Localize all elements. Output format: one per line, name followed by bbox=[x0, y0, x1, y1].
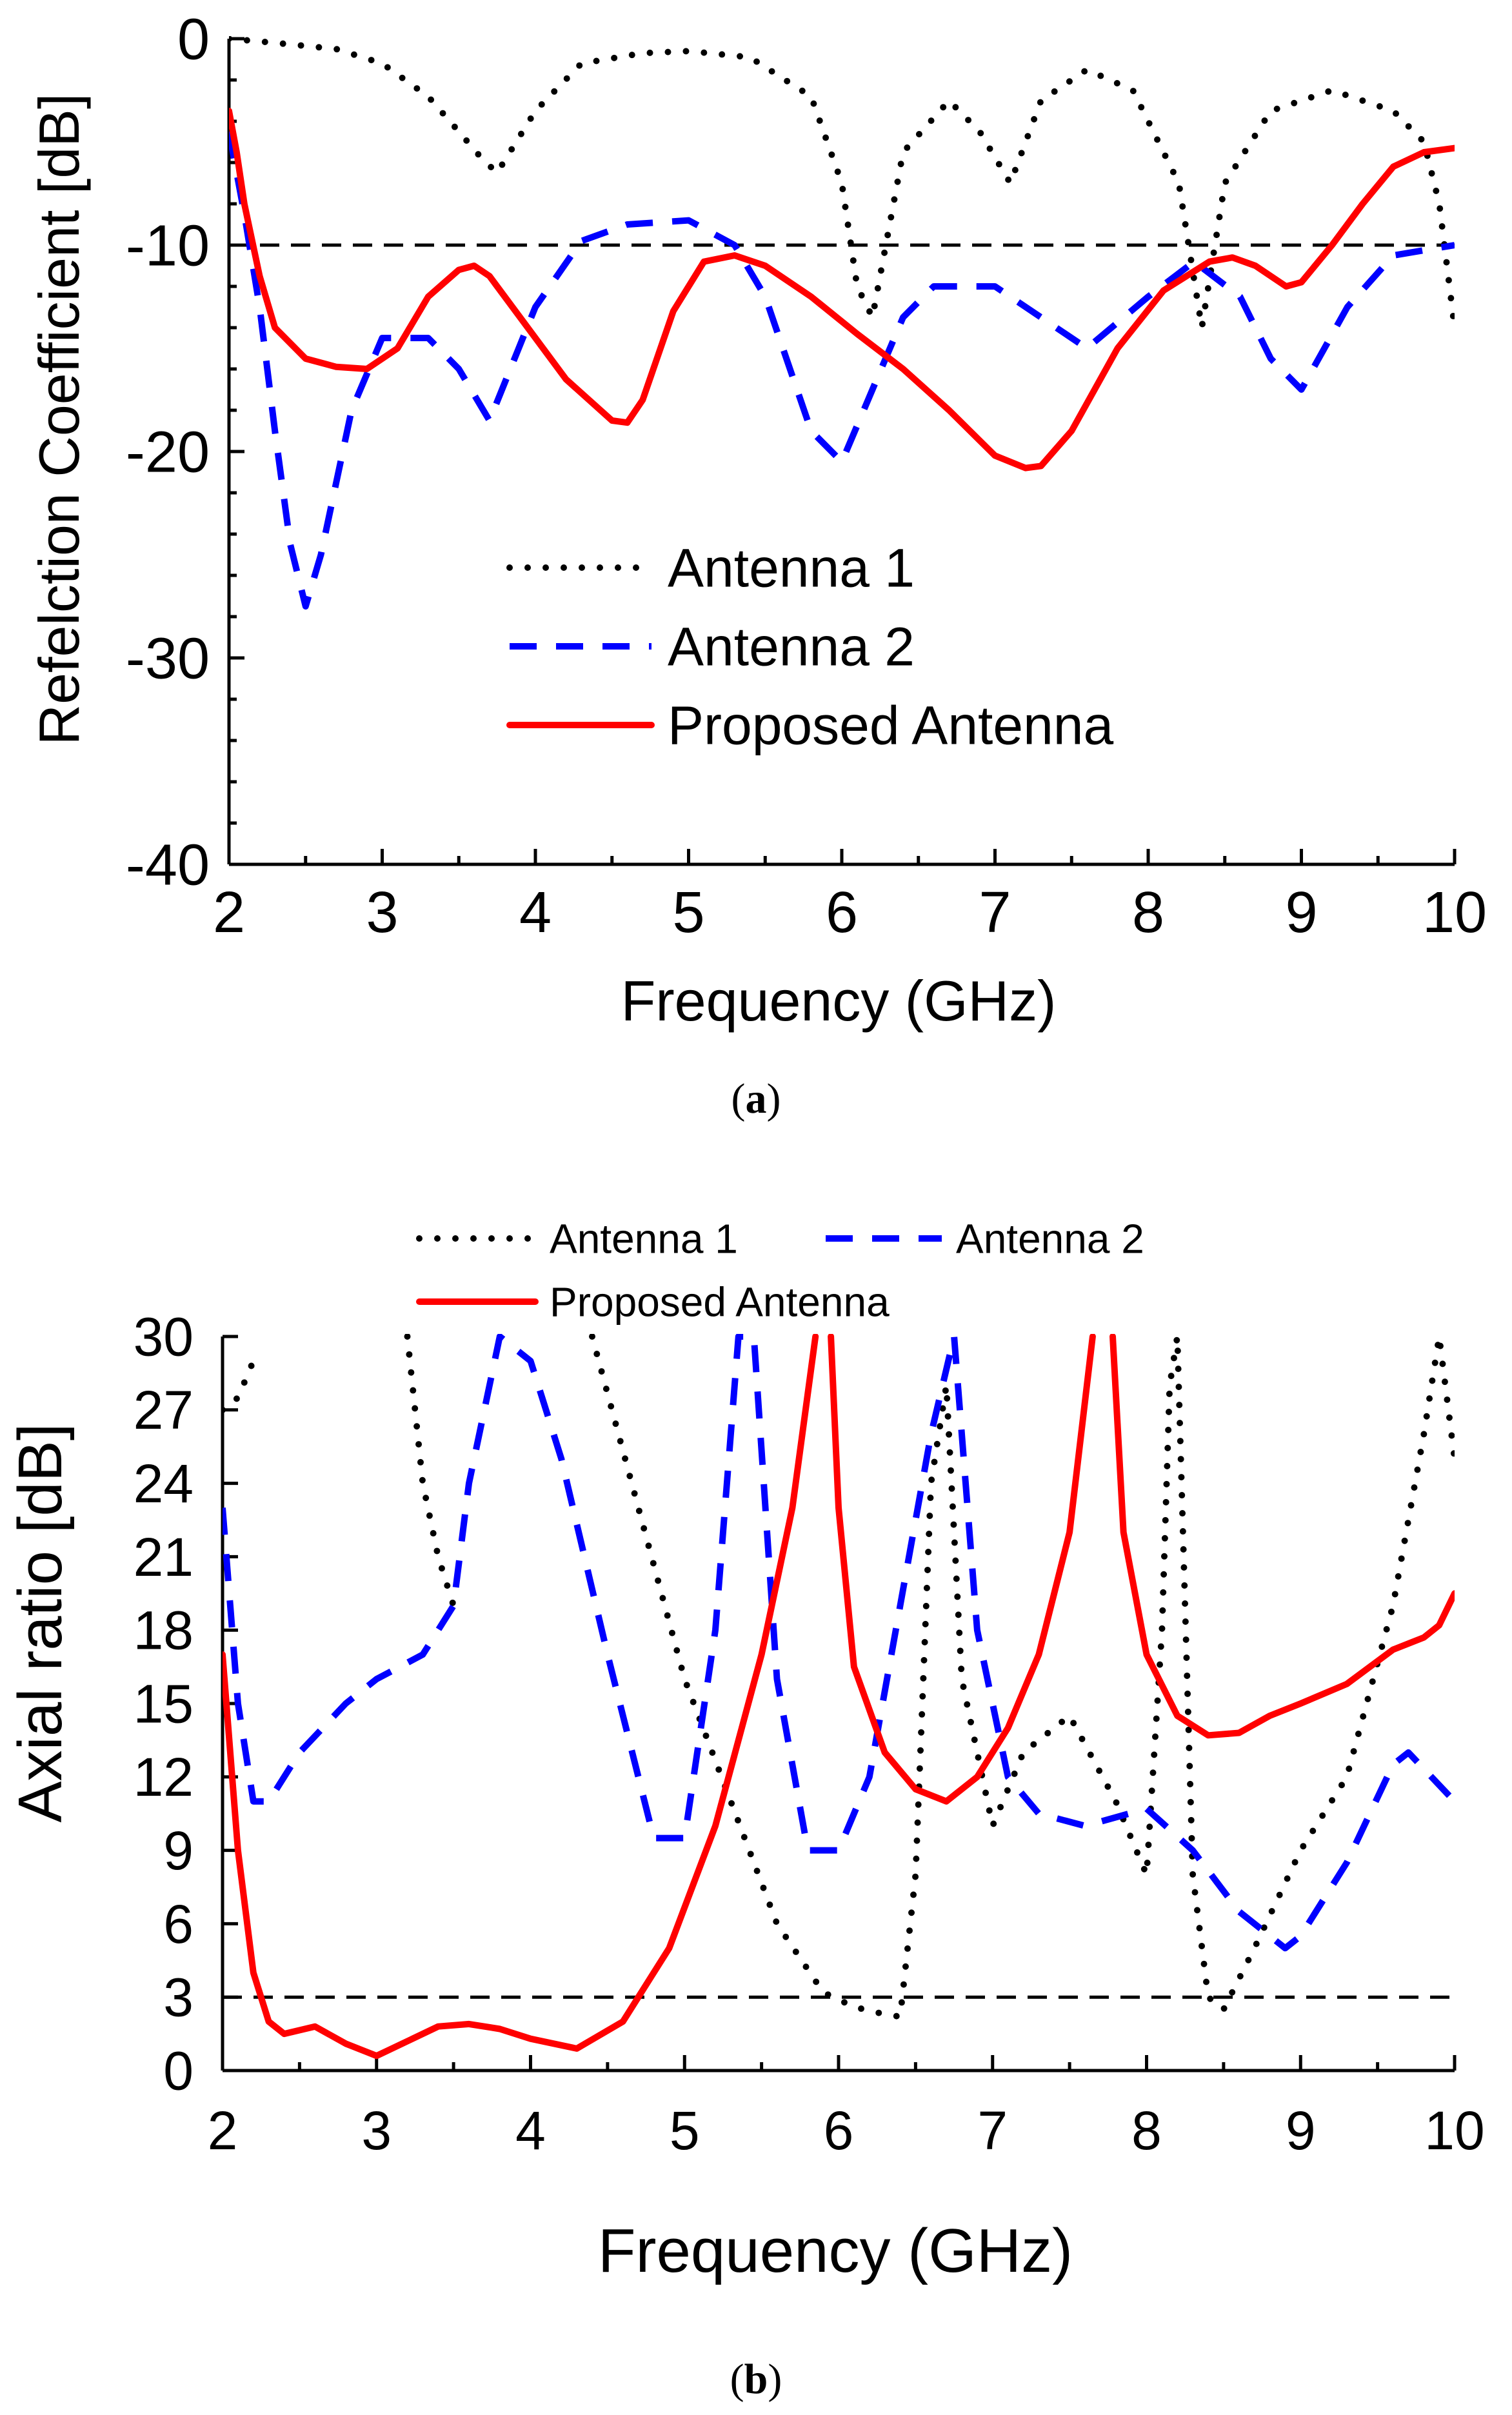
y-tick-label: 18 bbox=[134, 1600, 194, 1661]
x-tick-label: 8 bbox=[1131, 2100, 1162, 2161]
series-line-proposed-antenna bbox=[1109, 1334, 1455, 1739]
y-tick-label: -10 bbox=[126, 214, 210, 279]
legend-label-proposed-antenna: Proposed Antenna bbox=[668, 695, 1114, 755]
panel-a-reflection-chart: 2 3 4 5 6 7 8 9 10-40-30-20-100 Frequency (GHz) … bbox=[27, 8, 1487, 1123]
y-tick-label: 30 bbox=[134, 1306, 194, 1367]
panel-b-axes bbox=[221, 1335, 1457, 2072]
panel-a-caption: (a) bbox=[731, 1075, 781, 1122]
panel-b-y-axis-label: Axial ratio [dB] bbox=[6, 1424, 75, 1823]
x-tick-label: 4 bbox=[515, 2100, 546, 2161]
series-line-antenna-1 bbox=[229, 36, 1455, 331]
panel-b-axial-ratio-chart: Antenna 1 Antenna 2 Proposed Antenna 2 3 4 5 6… bbox=[6, 1215, 1485, 2403]
x-tick-label: 8 bbox=[1132, 880, 1164, 945]
panel-a-legend: Antenna 1 Antenna 2 Proposed Antenna bbox=[506, 537, 1114, 755]
x-tick-label: 10 bbox=[1424, 2100, 1484, 2161]
panel-a-x-axis-label: Frequency (GHz) bbox=[621, 969, 1057, 1033]
x-tick-label: 10 bbox=[1422, 880, 1487, 945]
x-tick-label: 3 bbox=[361, 2100, 392, 2161]
panel-b-x-axis-label: Frequency (GHz) bbox=[598, 2216, 1073, 2285]
series-line-antenna-2 bbox=[223, 1334, 1455, 1952]
legend-label-antenna-1: Antenna 1 bbox=[668, 537, 915, 598]
y-tick-label: -30 bbox=[126, 627, 210, 691]
y-tick-label: -40 bbox=[126, 833, 210, 898]
series-line-proposed-antenna bbox=[828, 1334, 1096, 1805]
y-tick-label: 12 bbox=[134, 1747, 194, 1807]
x-tick-label: 9 bbox=[1285, 880, 1317, 945]
series-line-proposed-antenna bbox=[223, 1334, 819, 2060]
x-tick-label: 7 bbox=[979, 880, 1011, 945]
x-tick-label: 6 bbox=[824, 2100, 854, 2161]
series-line-proposed-antenna bbox=[229, 108, 1455, 472]
legend-label-antenna-2: Antenna 2 bbox=[956, 1215, 1144, 1262]
y-tick-label: 0 bbox=[177, 8, 210, 72]
y-tick-label: 24 bbox=[134, 1453, 194, 1514]
panel-a-axes bbox=[227, 37, 1457, 866]
y-tick-label: -20 bbox=[126, 421, 210, 485]
x-tick-label: 7 bbox=[977, 2100, 1008, 2161]
panel-b-legend: Antenna 1 Antenna 2 Proposed Antenna bbox=[416, 1215, 1144, 1325]
y-tick-label: 21 bbox=[134, 1527, 194, 1587]
panel-b-series bbox=[223, 1334, 1455, 2060]
y-tick-label: 27 bbox=[134, 1380, 194, 1440]
series-line-antenna-1 bbox=[404, 1334, 457, 1609]
panel-b-caption-letter: b bbox=[744, 2356, 768, 2403]
y-tick-label: 0 bbox=[163, 2040, 194, 2101]
x-tick-label: 2 bbox=[208, 2100, 238, 2161]
series-line-antenna-1 bbox=[589, 1334, 1455, 2020]
legend-label-proposed-antenna: Proposed Antenna bbox=[550, 1278, 890, 1325]
y-tick-label: 6 bbox=[163, 1894, 194, 1954]
legend-label-antenna-2: Antenna 2 bbox=[668, 616, 915, 677]
x-tick-label: 3 bbox=[366, 880, 398, 945]
panel-a-tick-labels: 2 3 4 5 6 7 8 9 10 -40 -30 -20 -10 0 bbox=[126, 8, 1487, 946]
x-tick-label: 9 bbox=[1286, 2100, 1316, 2161]
x-tick-label: 2 bbox=[213, 880, 245, 945]
legend-label-antenna-1: Antenna 1 bbox=[550, 1215, 738, 1262]
panel-b-tick-labels: 2 3 4 5 6 7 8 9 10 0 3 6 9 12 15 18 21 24 27 30 bbox=[134, 1306, 1485, 2161]
y-tick-label: 15 bbox=[134, 1673, 194, 1734]
y-tick-label: 9 bbox=[163, 1820, 194, 1881]
series-line-antenna-1 bbox=[223, 1357, 257, 1413]
x-tick-label: 6 bbox=[826, 880, 858, 945]
panel-a-series bbox=[229, 36, 1455, 610]
y-tick-label: 3 bbox=[163, 1967, 194, 2028]
x-tick-label: 5 bbox=[672, 880, 704, 945]
series-line-antenna-2 bbox=[229, 131, 1455, 610]
panel-a-caption-letter: a bbox=[746, 1075, 767, 1122]
x-tick-label: 4 bbox=[519, 880, 552, 945]
x-tick-label: 5 bbox=[670, 2100, 700, 2161]
panel-a-y-axis-label: Refelction Coefficient [dB] bbox=[27, 94, 91, 746]
panel-b-caption: (b) bbox=[730, 2356, 782, 2403]
